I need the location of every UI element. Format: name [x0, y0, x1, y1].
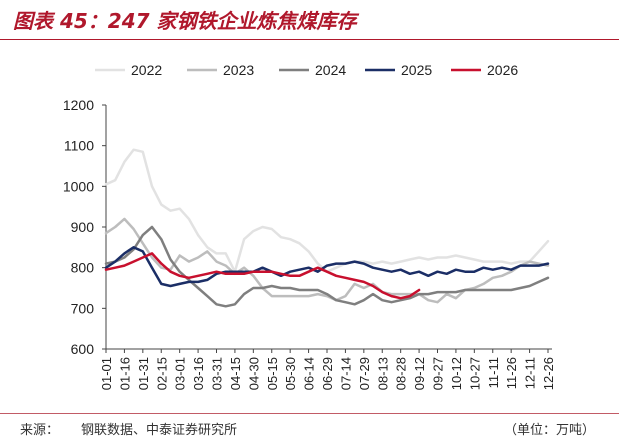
y-tick-label: 900	[71, 219, 95, 235]
x-tick-label: 12-11	[523, 357, 538, 389]
x-tick-label: 10-27	[467, 357, 482, 390]
chart-title: 图表 45：247 家钢铁企业炼焦煤库存	[13, 9, 357, 33]
legend-label-2022: 2022	[131, 62, 162, 78]
x-tick-label: 04-15	[228, 357, 243, 390]
footer-divider	[0, 413, 619, 414]
x-tick-label: 06-14	[302, 357, 317, 390]
series-line-2022	[104, 148, 550, 273]
x-tick-label: 08-13	[375, 357, 390, 390]
series-line-2024	[104, 225, 550, 308]
series-line-2023	[104, 217, 550, 304]
source-label: 来源：	[20, 423, 60, 438]
x-tick-label: 08-28	[394, 357, 409, 390]
source-note: 来源： 钢联数据、中泰证券研究所	[20, 419, 237, 438]
x-tick-label: 01-31	[136, 357, 151, 390]
unit-note: （单位：万吨）	[503, 423, 595, 438]
x-tick-label: 05-15	[265, 357, 280, 390]
y-tick-label: 1100	[64, 138, 94, 154]
x-tick-label: 01-16	[117, 357, 132, 390]
x-tick-label: 06-29	[320, 357, 335, 390]
title-divider	[0, 39, 619, 40]
x-tick-label: 02-15	[154, 357, 169, 390]
x-tick-label: 03-31	[210, 357, 225, 390]
x-tick-label: 04-30	[246, 357, 261, 390]
y-tick-label: 700	[71, 300, 95, 316]
x-tick-label: 03-16	[191, 357, 206, 390]
x-tick-label: 11-11	[486, 357, 501, 388]
x-tick-label: 10-12	[449, 357, 464, 390]
y-tick-label: 1000	[63, 178, 94, 194]
y-tick-label: 800	[71, 260, 95, 276]
y-tick-label: 600	[71, 341, 95, 357]
x-tick-label: 03-01	[173, 357, 188, 390]
y-tick-label: 1200	[63, 97, 94, 113]
x-tick-label: 09-27	[431, 357, 446, 390]
x-tick-label: 09-12	[412, 357, 427, 390]
legend-label-2023: 2023	[223, 62, 254, 78]
legend-label-2026: 2026	[487, 62, 518, 78]
legend-label-2025: 2025	[401, 62, 432, 78]
x-tick-label: 07-14	[338, 357, 353, 390]
x-tick-label: 07-29	[357, 357, 372, 390]
x-tick-label: 12-26	[541, 357, 556, 390]
source-text: 钢联数据、中泰证券研究所	[81, 423, 238, 438]
x-tick-label: 01-01	[99, 357, 114, 390]
x-tick-label: 05-30	[283, 357, 298, 390]
series-line-2026	[104, 252, 421, 300]
x-tick-label: 11-26	[504, 357, 519, 389]
legend-label-2024: 2024	[315, 62, 346, 78]
series-line-2025	[104, 246, 550, 288]
